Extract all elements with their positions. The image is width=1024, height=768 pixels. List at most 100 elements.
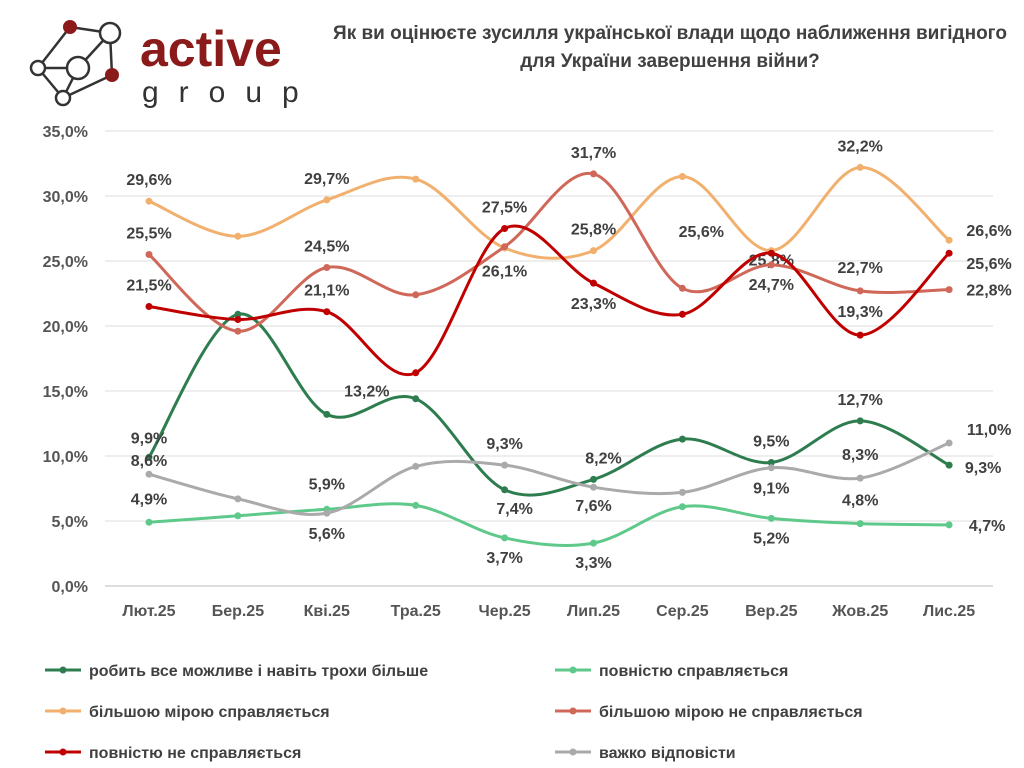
data-point xyxy=(678,284,686,292)
y-tick-label: 30,0% xyxy=(43,189,88,206)
chart-title: Як ви оцінюєте зусилля української влади… xyxy=(333,23,1007,72)
data-point xyxy=(145,470,153,478)
data-point xyxy=(412,501,420,509)
series-line xyxy=(147,312,950,497)
data-point xyxy=(234,310,242,318)
data-label: 3,7% xyxy=(486,550,522,567)
active-group-logo: active group xyxy=(20,10,310,115)
data-point xyxy=(501,534,509,542)
data-point xyxy=(678,503,686,511)
data-point xyxy=(590,475,597,483)
data-label: 8,2% xyxy=(585,450,621,467)
data-point xyxy=(234,495,242,503)
x-tick-label: Чер.25 xyxy=(479,603,531,620)
x-tick-label: Бер.25 xyxy=(212,603,265,620)
data-label: 25,6% xyxy=(679,224,724,241)
data-point xyxy=(145,453,153,461)
y-tick-label: 20,0% xyxy=(43,319,88,336)
legend-label: більшою мірою не справляється xyxy=(599,704,863,721)
data-point xyxy=(856,417,864,425)
data-label: 22,8% xyxy=(966,283,1011,300)
x-tick-label: Сер.25 xyxy=(656,603,709,620)
data-label: 9,5% xyxy=(753,434,789,451)
data-label: 7,4% xyxy=(496,501,532,518)
legend-marker xyxy=(569,748,577,756)
data-label: 26,6% xyxy=(966,223,1011,240)
data-point xyxy=(590,539,597,547)
data-point xyxy=(945,236,953,244)
x-tick-label: Тра.25 xyxy=(391,603,441,620)
data-label: 5,9% xyxy=(309,476,345,493)
data-point xyxy=(501,243,509,251)
series-line xyxy=(148,165,951,260)
data-label: 3,3% xyxy=(575,555,611,572)
data-point xyxy=(590,247,597,255)
x-tick-label: Лип.25 xyxy=(567,603,620,620)
data-point xyxy=(856,520,864,528)
data-label: 31,7% xyxy=(571,145,616,162)
data-label: 27,5% xyxy=(482,200,527,217)
data-label: 9,3% xyxy=(486,436,522,453)
data-point xyxy=(145,303,153,310)
data-label: 4,7% xyxy=(969,518,1005,535)
data-label: 24,5% xyxy=(304,239,349,256)
x-tick-label: Кві.25 xyxy=(304,603,350,620)
data-point xyxy=(590,170,597,178)
data-point xyxy=(323,509,331,517)
data-point xyxy=(323,308,331,316)
logo-word-group: group xyxy=(142,76,310,109)
data-label: 21,1% xyxy=(304,283,349,300)
legend-label: повністю справляється xyxy=(599,663,788,680)
data-point xyxy=(945,521,953,529)
data-point xyxy=(945,461,953,469)
data-point xyxy=(945,249,953,257)
data-point xyxy=(412,462,420,470)
data-label: 25,8% xyxy=(571,222,616,239)
x-tick-label: Жов.25 xyxy=(831,603,888,620)
series-line xyxy=(148,441,950,516)
legend-label: робить все можливе і навіть трохи більше xyxy=(89,663,428,680)
logo-word-active: active xyxy=(140,21,282,77)
series-line xyxy=(148,224,951,377)
data-label: 9,1% xyxy=(753,481,789,498)
data-point xyxy=(678,488,686,496)
data-point xyxy=(856,474,864,482)
y-tick-label: 35,0% xyxy=(43,124,88,141)
data-point xyxy=(678,173,686,180)
data-label: 13,2% xyxy=(344,383,389,400)
x-tick-label: Лют.25 xyxy=(122,603,175,620)
legend-label: повністю не справляється xyxy=(89,745,301,762)
data-label: 21,5% xyxy=(126,278,171,295)
data-label: 9,9% xyxy=(131,430,167,447)
data-point xyxy=(767,261,775,269)
data-label: 8,3% xyxy=(842,447,878,464)
x-tick-label: Вер.25 xyxy=(745,603,798,620)
legend-label: важко відповісти xyxy=(599,745,736,762)
y-tick-label: 5,0% xyxy=(52,514,88,531)
y-tick-label: 0,0% xyxy=(52,579,88,596)
data-point xyxy=(501,225,509,232)
series-line xyxy=(148,502,950,547)
series-line xyxy=(148,171,950,333)
y-tick-label: 25,0% xyxy=(43,254,88,271)
data-point xyxy=(323,196,331,204)
data-label: 29,6% xyxy=(126,172,171,189)
data-label: 7,6% xyxy=(575,498,611,515)
legend-marker xyxy=(59,707,67,715)
data-point xyxy=(412,395,420,403)
x-tick-label: Лис.25 xyxy=(923,603,975,620)
data-point xyxy=(234,327,242,335)
data-label: 9,3% xyxy=(965,460,1001,477)
data-point xyxy=(945,439,953,447)
data-point xyxy=(501,461,509,469)
data-point xyxy=(145,197,153,205)
legend-marker xyxy=(59,748,67,756)
data-point xyxy=(234,316,242,323)
data-point xyxy=(234,512,242,520)
data-label: 5,2% xyxy=(753,530,789,547)
data-point xyxy=(767,249,775,257)
legend-marker xyxy=(569,666,577,674)
data-point xyxy=(767,464,775,472)
